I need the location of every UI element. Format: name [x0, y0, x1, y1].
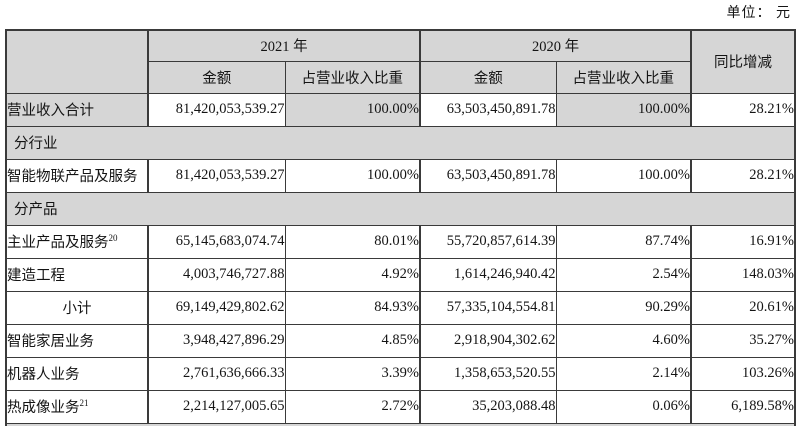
amount-2021-cell: 81,420,053,539.27 — [147, 158, 286, 193]
yoy-cell: 148.03% — [690, 257, 796, 292]
amount-2021-header: 金额 — [147, 60, 286, 94]
pct-2020-header: 占营业收入比重 — [555, 60, 692, 94]
amount-2020-header: 金额 — [419, 60, 557, 94]
year-2020-header: 2020 年 — [419, 29, 692, 62]
section-row: 分产品 — [5, 191, 796, 226]
yoy-cell: 35.27% — [690, 323, 796, 358]
yoy-cell: 103.26% — [690, 356, 796, 391]
amount-2020-cell: 55,720,857,614.39 — [419, 224, 557, 259]
pct-2020-cell: 4.60% — [555, 323, 692, 358]
row-label-cell: 智能物联产品及服务 — [5, 158, 149, 193]
pct-2020-cell: 100.00% — [555, 158, 692, 193]
amount-2021-cell: 2,761,636,666.33 — [147, 356, 286, 391]
pct-2021-header: 占营业收入比重 — [284, 60, 421, 94]
unit-label: 单位： 元 — [726, 6, 791, 21]
yoy-cell: 28.21% — [690, 158, 796, 193]
pct-2021-cell: 2.72% — [284, 389, 421, 424]
row-label-cell: 建造工程 — [5, 257, 149, 292]
amount-2020-cell: 57,335,104,554.81 — [419, 290, 557, 325]
pct-2020-cell: 0.06% — [555, 389, 692, 424]
amount-2020-cell: 63,503,450,891.78 — [419, 158, 557, 193]
row-label-cell: 小计 — [5, 290, 149, 325]
table-row: 建造工程 4,003,746,727.88 4.92% 1,614,246,940.4… — [5, 257, 796, 292]
yoy-header: 同比增减 — [690, 29, 796, 94]
amount-2020-cell: 35,203,088.48 — [419, 389, 557, 424]
footnote-superscript: 20 — [108, 233, 118, 244]
table-row: 热成像业务21 2,214,127,005.65 2.72% 35,203,088.4… — [5, 389, 796, 424]
table-row: 智能家居业务 3,948,427,896.29 4.85% 2,918,904,302… — [5, 323, 796, 358]
amount-2021-cell: 3,948,427,896.29 — [147, 323, 286, 358]
revenue-table: 2021 年 2020 年 同比增减 金额 占营业收入比重 金额 占营业收入比重… — [5, 29, 796, 426]
pct-2020-cell: 87.74% — [555, 224, 692, 259]
row-label-cell: 机器人业务 — [5, 356, 149, 391]
amount-2021-cell: 4,003,746,727.88 — [147, 257, 286, 292]
table-row: 营业收入合计 81,420,053,539.27 100.00% 63,503,450… — [5, 92, 796, 127]
pct-2020-cell: 2.54% — [555, 257, 692, 292]
amount-2021-cell: 69,149,429,802.62 — [147, 290, 286, 325]
section-label-cell: 分行业 — [5, 125, 796, 160]
yoy-cell: 6,189.58% — [690, 389, 796, 424]
pct-2021-cell: 3.39% — [284, 356, 421, 391]
row-label-cell: 营业收入合计 — [5, 92, 149, 127]
pct-2021-cell: 4.85% — [284, 323, 421, 358]
pct-2020-cell: 90.29% — [555, 290, 692, 325]
table-row: 智能物联产品及服务 81,420,053,539.27 100.00% 63,503,… — [5, 158, 796, 193]
amount-2021-cell: 2,214,127,005.65 — [147, 389, 286, 424]
table-row: 主业产品及服务20 65,145,683,074.74 80.01% 55,720,8… — [5, 224, 796, 259]
pct-2021-cell: 4.92% — [284, 257, 421, 292]
amount-2020-cell: 1,358,653,520.55 — [419, 356, 557, 391]
yoy-cell: 28.21% — [690, 92, 796, 127]
amount-2021-cell: 81,420,053,539.27 — [147, 92, 286, 127]
corner-cell — [5, 29, 149, 94]
cutoff-section-cell — [5, 422, 796, 426]
pct-2021-cell: 80.01% — [284, 224, 421, 259]
cutoff-section-row — [5, 422, 796, 426]
table-row: 机器人业务 2,761,636,666.33 3.39% 1,358,653,520.… — [5, 356, 796, 391]
section-label-cell: 分产品 — [5, 191, 796, 226]
amount-2020-cell: 1,614,246,940.42 — [419, 257, 557, 292]
amount-2021-cell: 65,145,683,074.74 — [147, 224, 286, 259]
pct-2020-cell: 2.14% — [555, 356, 692, 391]
pct-2021-cell: 84.93% — [284, 290, 421, 325]
pct-2021-cell: 100.00% — [284, 92, 421, 127]
pct-2020-cell: 100.00% — [555, 92, 692, 127]
year-2021-header: 2021 年 — [147, 29, 421, 62]
yoy-cell: 16.91% — [690, 224, 796, 259]
section-row: 分行业 — [5, 125, 796, 160]
row-label-cell: 智能家居业务 — [5, 323, 149, 358]
amount-2020-cell: 63,503,450,891.78 — [419, 92, 557, 127]
amount-2020-cell: 2,918,904,302.62 — [419, 323, 557, 358]
table-header: 2021 年 2020 年 同比增减 金额 占营业收入比重 金额 占营业收入比重 — [5, 29, 796, 94]
yoy-cell: 20.61% — [690, 290, 796, 325]
table-row: 小计 69,149,429,802.62 84.93% 57,335,104,554.… — [5, 290, 796, 325]
table-body: 营业收入合计 81,420,053,539.27 100.00% 63,503,450… — [5, 92, 796, 426]
pct-2021-cell: 100.00% — [284, 158, 421, 193]
footnote-superscript: 21 — [79, 398, 89, 409]
row-label-cell: 主业产品及服务20 — [5, 224, 149, 259]
row-label-cell: 热成像业务21 — [5, 389, 149, 424]
